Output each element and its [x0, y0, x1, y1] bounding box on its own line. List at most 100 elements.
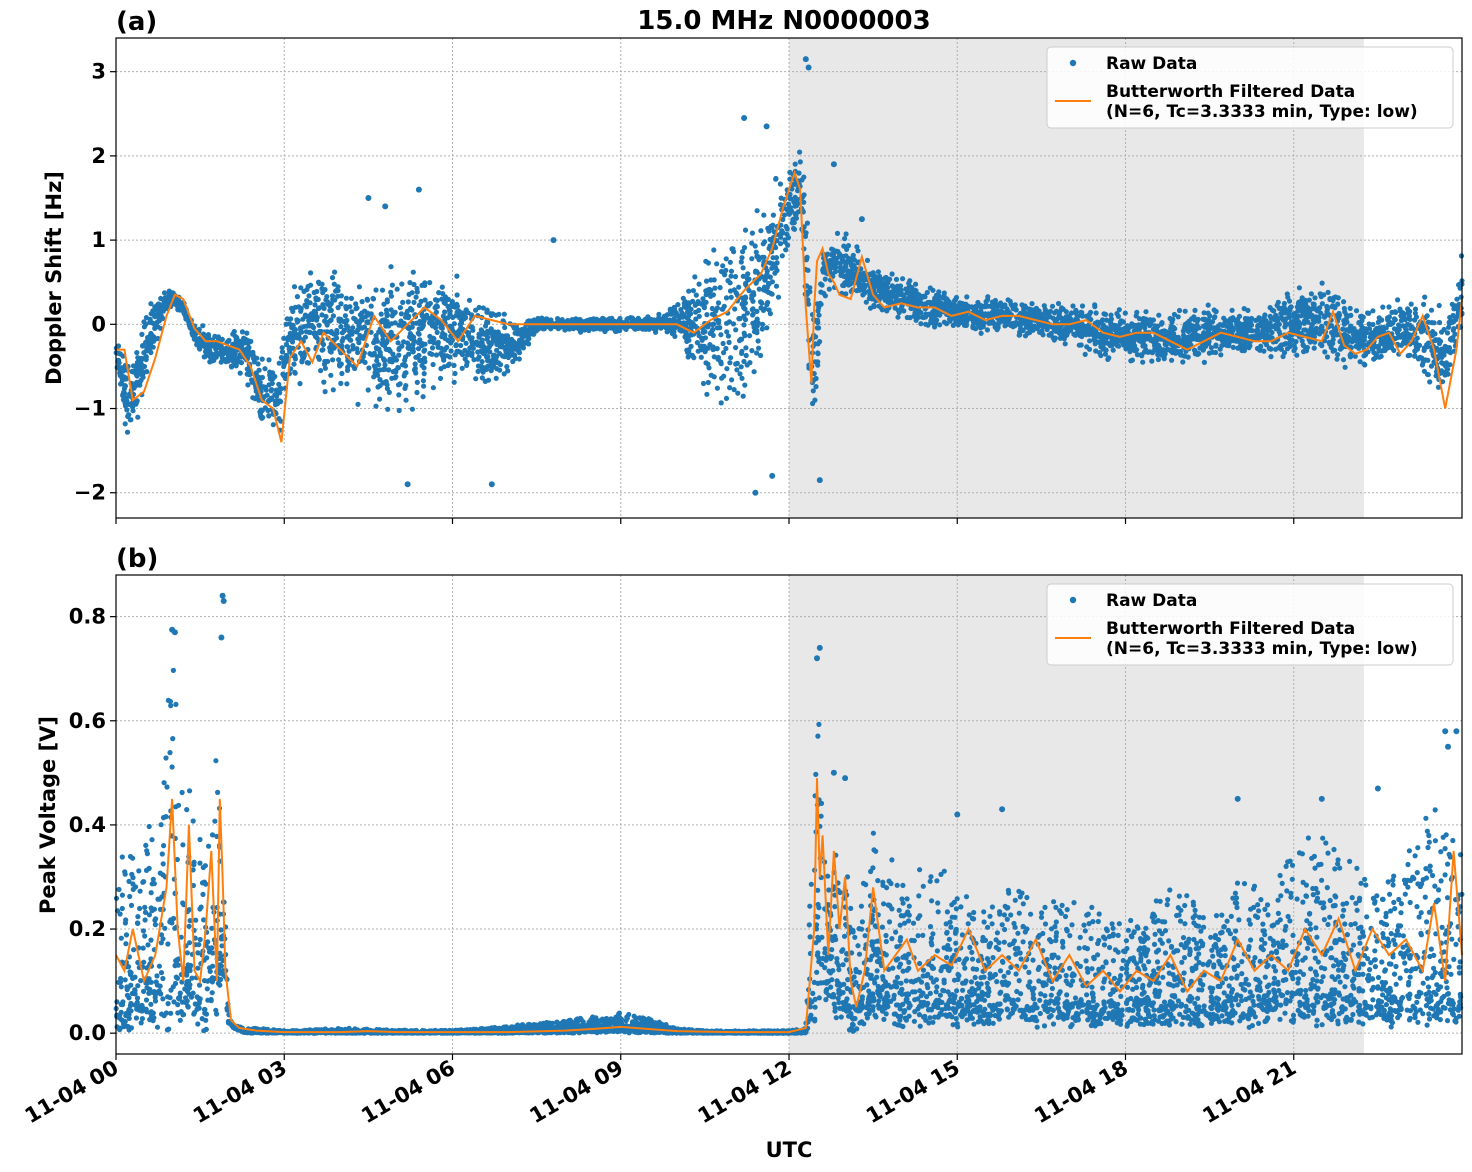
- raw-data-point: [1309, 312, 1315, 318]
- raw-data-point: [714, 385, 721, 391]
- raw-data-point: [370, 295, 376, 302]
- raw-data-point: [1399, 315, 1406, 321]
- raw-data-point: [773, 175, 779, 182]
- raw-data-point: [1393, 309, 1399, 315]
- raw-data-point: [270, 370, 276, 376]
- raw-data-point: [1444, 365, 1450, 371]
- raw-data-point: [1152, 323, 1158, 329]
- raw-data-point: [410, 269, 416, 275]
- raw-data-point: [871, 303, 877, 310]
- raw-data-point: [834, 230, 841, 236]
- raw-data-point: [414, 379, 420, 385]
- raw-data-point: [134, 350, 140, 356]
- raw-data-point: [245, 382, 251, 388]
- raw-data-point: [1108, 312, 1114, 318]
- raw-data-point: [944, 297, 951, 303]
- raw-data-point: [398, 311, 404, 317]
- raw-data-point: [505, 368, 511, 374]
- raw-data-point: [731, 287, 737, 293]
- raw-data-point: [777, 202, 784, 208]
- raw-data-point: [723, 256, 729, 262]
- raw-data-point: [1432, 331, 1438, 337]
- raw-data-point: [385, 406, 391, 412]
- raw-data-point: [714, 346, 720, 352]
- raw-data-point: [797, 149, 803, 155]
- raw-data-point: [694, 340, 701, 346]
- raw-data-point: [816, 312, 822, 318]
- raw-data-point: [314, 335, 320, 341]
- raw-data-point: [378, 311, 384, 317]
- raw-data-point: [414, 389, 420, 396]
- raw-data-point: [1192, 307, 1198, 313]
- raw-data-point: [703, 278, 710, 284]
- raw-data-point: [693, 316, 699, 322]
- raw-data-point: [1155, 356, 1161, 363]
- raw-data-point: [284, 316, 290, 322]
- raw-data-point: [1221, 339, 1227, 345]
- raw-data-point: [1226, 319, 1232, 325]
- raw-data-point: [1278, 346, 1284, 352]
- raw-data-point: [141, 324, 147, 330]
- raw-data-point: [479, 359, 485, 365]
- raw-data-point: [402, 357, 408, 363]
- raw-data-point: [843, 263, 849, 269]
- raw-data-point: [759, 326, 765, 332]
- raw-data-point: [266, 413, 272, 419]
- raw-data-point: [736, 316, 742, 322]
- raw-data-point: [520, 334, 526, 341]
- raw-data-point: [1311, 345, 1317, 351]
- raw-data-point: [1319, 280, 1325, 286]
- raw-data-point: [738, 259, 744, 265]
- raw-data-point: [382, 362, 388, 368]
- raw-data-point: [1405, 335, 1411, 341]
- raw-data-point: [448, 348, 454, 354]
- raw-data-point: [298, 285, 304, 291]
- raw-data-point: [318, 368, 324, 374]
- raw-data-point: [747, 333, 753, 339]
- raw-data-point: [437, 375, 444, 381]
- raw-data-point: [347, 304, 353, 310]
- raw-data-point: [406, 291, 412, 297]
- raw-data-point: [1182, 308, 1188, 314]
- raw-data-point: [230, 331, 236, 337]
- raw-data-point: [1282, 324, 1288, 330]
- raw-data-point: [239, 329, 245, 335]
- raw-data-point: [270, 422, 276, 428]
- raw-data-point: [1140, 343, 1146, 349]
- raw-data-point: [1092, 304, 1098, 310]
- raw-data-point: [356, 284, 362, 290]
- raw-data-point: [394, 286, 400, 292]
- raw-data-point: [201, 354, 207, 360]
- raw-data-point: [749, 348, 755, 354]
- raw-data-point: [371, 350, 377, 356]
- raw-data-point: [319, 281, 325, 287]
- raw-data-point: [501, 311, 507, 317]
- raw-data-point: [205, 346, 211, 353]
- raw-data-point: [686, 288, 692, 294]
- raw-data-point: [792, 161, 798, 167]
- raw-data-point: [932, 324, 938, 330]
- raw-data-point: [386, 323, 392, 329]
- raw-data-point: [403, 397, 409, 403]
- raw-data-point: [1291, 342, 1297, 348]
- raw-data-point: [1129, 357, 1135, 363]
- raw-data-point: [731, 387, 737, 393]
- raw-data-point: [299, 359, 305, 365]
- raw-data-point: [322, 389, 328, 395]
- raw-data-point: [1458, 294, 1464, 300]
- raw-data-point: [196, 345, 202, 351]
- raw-data-point: [1017, 332, 1023, 338]
- raw-data-point: [237, 370, 243, 376]
- raw-data-point: [139, 331, 145, 337]
- raw-data-point: [1005, 320, 1011, 326]
- raw-data-point: [1062, 341, 1068, 347]
- raw-data-point: [758, 299, 764, 305]
- raw-data-point: [1026, 325, 1032, 331]
- raw-data-point: [781, 212, 788, 218]
- raw-data-point: [503, 333, 509, 339]
- raw-data-point: [708, 277, 714, 283]
- raw-data-point: [887, 276, 893, 282]
- raw-data-point: [1005, 297, 1011, 303]
- raw-data-point: [1280, 353, 1286, 360]
